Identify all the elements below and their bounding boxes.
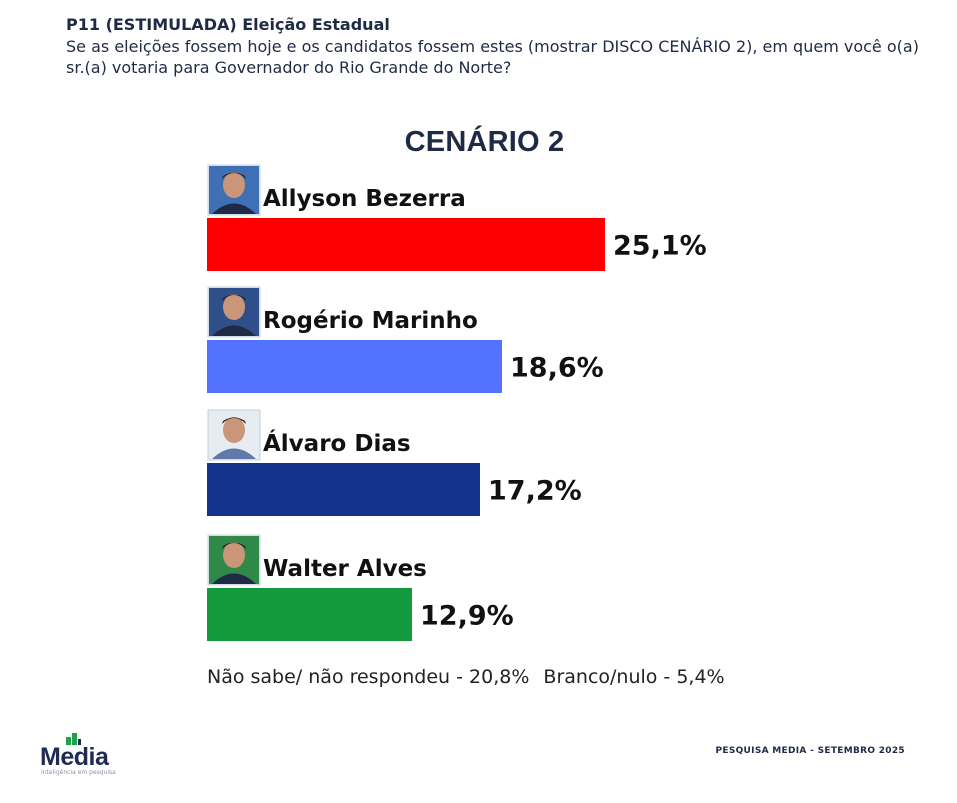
avatar-hair: [222, 294, 246, 301]
avatar-head: [223, 417, 245, 443]
bar-group: Allyson Bezerra 25,1%: [207, 164, 707, 271]
avatar-hair: [222, 542, 246, 549]
avatar-head: [223, 172, 245, 198]
source-note: PESQUISA MEDIA - SETEMBRO 2025: [715, 746, 905, 756]
data-label: 25,1%: [613, 231, 707, 262]
candidate-name: Walter Alves: [263, 556, 427, 582]
question-text: Se as eleições fossem hoje e os candidat…: [66, 37, 919, 77]
avatar-head: [223, 542, 245, 568]
avatar-shoulders: [212, 203, 256, 214]
avatar-hair: [222, 172, 246, 179]
logo-tagline: inteligência em pesquisa: [41, 769, 116, 776]
data-label: 18,6%: [510, 353, 604, 384]
footnote-dont-know: Não sabe/ não respondeu - 20,8%: [207, 666, 530, 688]
footnote: Não sabe/ não respondeu - 20,8% Branco/nu…: [207, 666, 725, 688]
bar: [207, 463, 480, 516]
avatar-icon: [209, 411, 259, 459]
avatar-icon: [209, 288, 259, 336]
logo-mark-icon: [66, 733, 81, 745]
avatar-shoulders: [212, 573, 256, 584]
avatar-head: [223, 294, 245, 320]
chart-title: CENÁRIO 2: [0, 126, 957, 159]
question-header: P11 (ESTIMULADA) Eleição Estadual Se as …: [66, 14, 936, 78]
bar-group: Walter Alves 12,9%: [207, 534, 514, 641]
chart-title-text: CENÁRIO 2: [404, 126, 565, 158]
bar-chart: Allyson Bezerra 25,1% Rogério Marinho 18,6%…: [207, 164, 707, 641]
bar-group: Álvaro Dias 17,2%: [207, 409, 582, 516]
logo-wordmark: Media: [40, 743, 109, 771]
data-label: 12,9%: [420, 601, 514, 632]
footnote-blank-null: Branco/nulo - 5,4%: [543, 666, 725, 688]
question-title: P11 (ESTIMULADA) Eleição Estadual: [66, 15, 390, 34]
candidate-name: Allyson Bezerra: [263, 186, 466, 212]
candidate-name: Rogério Marinho: [263, 308, 478, 334]
avatar-icon: [209, 536, 259, 584]
data-label: 17,2%: [488, 476, 582, 507]
bar: [207, 340, 502, 393]
avatar-shoulders: [212, 325, 256, 336]
avatar-icon: [209, 166, 259, 214]
bar: [207, 588, 412, 641]
candidate-name: Álvaro Dias: [263, 429, 411, 457]
bar: [207, 218, 605, 271]
avatar-hair: [222, 417, 246, 424]
avatar-shoulders: [212, 448, 256, 459]
bar-group: Rogério Marinho 18,6%: [207, 286, 604, 393]
media-logo: Media inteligência em pesquisa: [40, 733, 150, 783]
